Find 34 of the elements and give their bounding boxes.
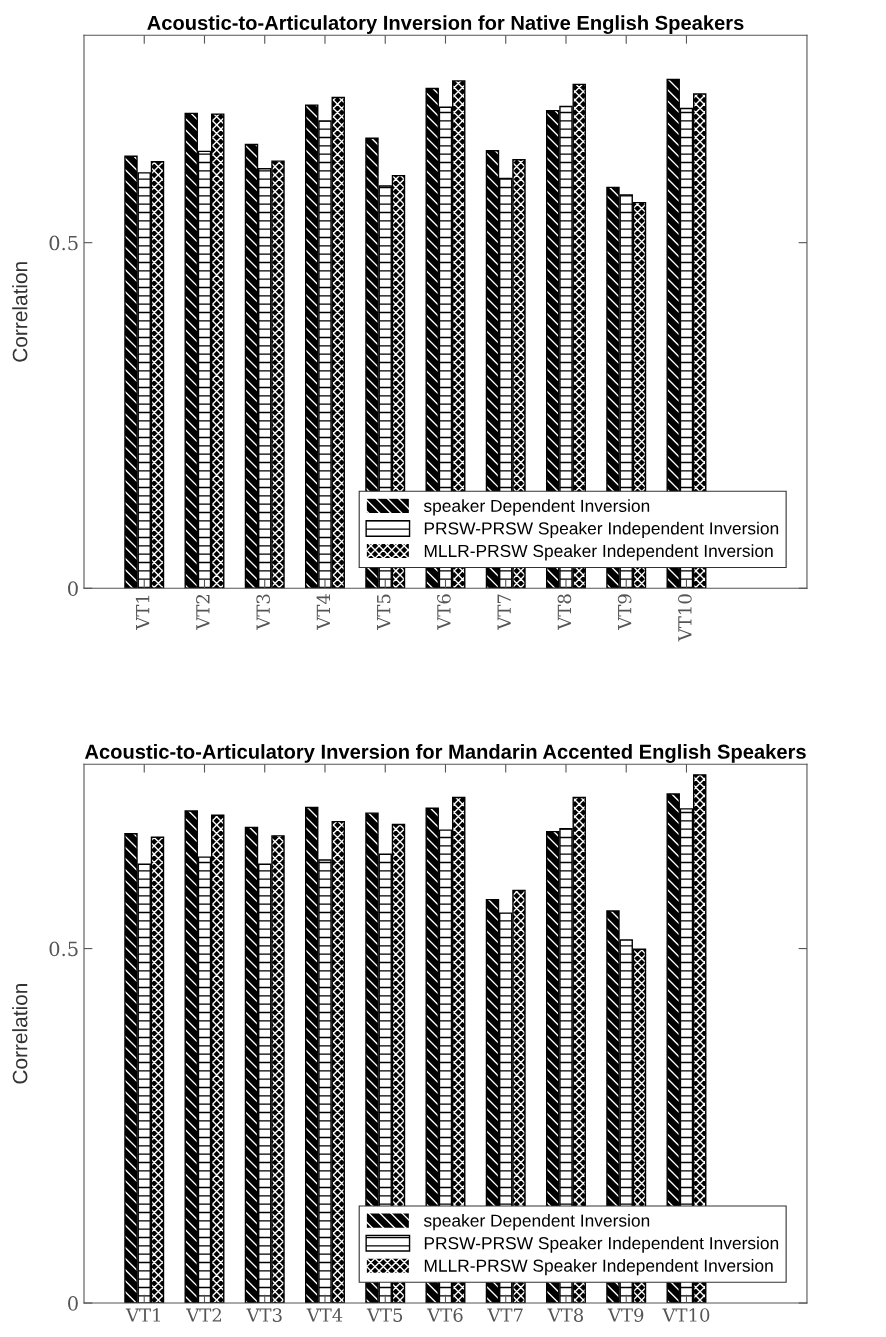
chart-title: Acoustic-to-Articulatory Inversion for Native English Speakers [147, 15, 744, 35]
x-tick-label: VT10 [678, 594, 692, 642]
y-tick-label: 0 [68, 1296, 78, 1311]
x-tick-label: VT1 [125, 1308, 160, 1322]
x-tick-label: VT4 [306, 1308, 343, 1322]
x-tick-label: VT9 [607, 1308, 644, 1322]
chart-title: Acoustic-to-Articulatory Inversion for Mandarin Accented English Speakers [84, 744, 806, 763]
x-tick-label: VT8 [547, 1308, 584, 1322]
legend-label: speaker Dependent Inversion [423, 1214, 650, 1231]
legend-label: PRSW-PRSW Speaker Independent Inversion [424, 521, 779, 538]
x-tick-label: VT6 [427, 1308, 463, 1322]
x-tick-label: VT2 [196, 594, 210, 630]
x-tick-label: VT2 [186, 1308, 221, 1322]
x-tick-label: VT6 [437, 594, 451, 630]
x-tick-label: VT8 [557, 594, 572, 630]
x-tick-label: VT3 [256, 594, 270, 630]
x-tick-label: VT1 [135, 595, 150, 630]
y-axis-title: Correlation [12, 262, 28, 362]
x-tick-label: VT10 [662, 1308, 710, 1322]
x-tick-label: VT7 [487, 1308, 523, 1322]
x-tick-label: VT7 [497, 594, 511, 630]
x-tick-label: VT5 [377, 594, 391, 630]
x-tick-label: VT4 [316, 594, 330, 630]
x-tick-label: VT3 [246, 1308, 282, 1322]
legend-label: PRSW-PRSW Speaker Independent Inversion [424, 1236, 779, 1253]
x-tick-label: VT5 [366, 1308, 403, 1322]
legend-label: MLLR-PRSW Speaker Independent Inversion [424, 1259, 773, 1276]
x-tick-label: VT9 [617, 594, 632, 630]
y-tick-label: 0 [68, 581, 78, 596]
y-axis-title: Correlation [12, 984, 28, 1084]
legend-label: speaker Dependent Inversion [423, 499, 650, 516]
y-tick-label: 0.5 [49, 941, 78, 957]
y-tick-label: 0.5 [49, 235, 78, 251]
legend-label: MLLR-PRSW Speaker Independent Inversion [424, 544, 773, 561]
